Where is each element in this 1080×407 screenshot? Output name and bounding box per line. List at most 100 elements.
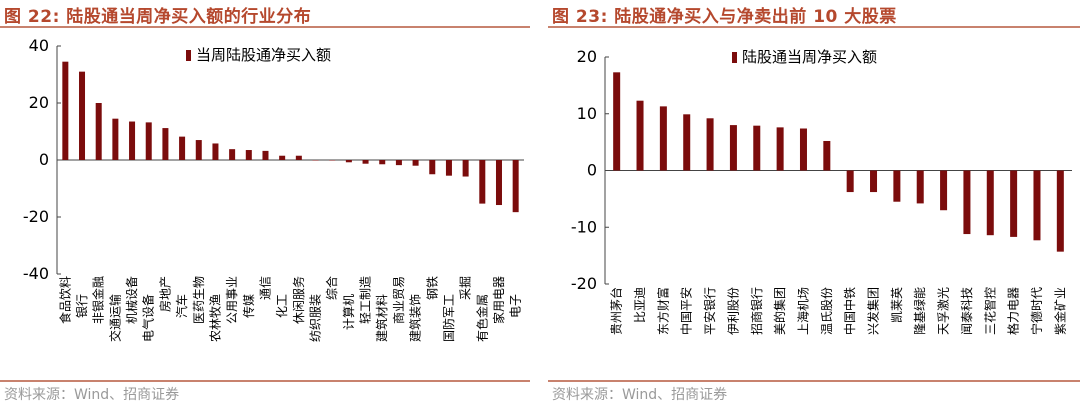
legend-label: 当周陆股通净买入额 xyxy=(196,46,331,64)
chart-panel-industry: 图 22: 陆股通当周净买入额的行业分布 40 20 0 -20 -40 食品饮料 银行 非银… xyxy=(0,0,530,407)
category-label: 钢铁 xyxy=(425,276,439,300)
category-label: 交通运输 xyxy=(107,294,122,342)
bar-公用事业 xyxy=(229,149,236,160)
bar-电气设备 xyxy=(145,122,152,160)
category-label: 通信 xyxy=(258,276,272,300)
y-tick-label: 0 xyxy=(587,161,597,180)
category-label: 房地产 xyxy=(157,276,172,312)
category-label: 中国平安 xyxy=(679,287,694,335)
bar-中国平安 xyxy=(683,114,691,171)
bar-轻工制造 xyxy=(362,160,369,164)
category-label: 汽车 xyxy=(174,294,189,318)
chart-panel-stocks: 图 23: 陆股通净买入与净卖出前 10 大股票 20 10 0 -10 -20 贵州茅台… xyxy=(548,0,1080,407)
source-rule xyxy=(548,380,1080,382)
bar-伊利股份 xyxy=(729,125,737,171)
category-label: 采掘 xyxy=(458,276,473,300)
category-label: 家用电器 xyxy=(491,276,506,324)
bar-建筑装饰 xyxy=(412,160,419,166)
bar-医药生物 xyxy=(195,140,202,160)
category-label: 建筑装饰 xyxy=(408,294,423,342)
bar-化工 xyxy=(279,155,286,160)
bar-通信 xyxy=(262,150,269,160)
legend-label: 陆股通当周净买入额 xyxy=(742,48,877,66)
y-tick-label: 20 xyxy=(29,93,49,112)
category-label: 凯莱英 xyxy=(890,287,904,323)
industry-bar-chart: 40 20 0 -20 -40 食品饮料 银行 非银金融 交通运输 机械设备 电气设备 房地产 汽车 医药… xyxy=(23,36,524,342)
title-rule xyxy=(548,26,1080,28)
bar-休闲服务 xyxy=(295,155,302,160)
y-tick-label: 40 xyxy=(29,36,49,55)
bar-比亚迪 xyxy=(636,100,644,171)
category-label: 化工 xyxy=(275,294,289,318)
bar-采掘 xyxy=(462,160,469,177)
category-label: 休闲服务 xyxy=(291,276,306,324)
category-label: 计算机 xyxy=(341,294,356,330)
category-label: 兴发集团 xyxy=(866,287,881,335)
bar-紫金矿业 xyxy=(1056,170,1064,252)
category-label: 东方财富 xyxy=(655,287,670,335)
bar-上海机场 xyxy=(799,128,807,171)
y-tick-label: 0 xyxy=(39,150,49,169)
y-tick-label: -40 xyxy=(23,264,49,283)
bar-有色金属 xyxy=(479,160,486,204)
category-label: 医药生物 xyxy=(192,276,206,324)
category-label: 银行 xyxy=(75,294,89,318)
bar-汽车 xyxy=(179,136,186,160)
bar-招商银行 xyxy=(753,125,761,171)
bar-宁德时代 xyxy=(1033,170,1041,241)
bar-商业贸易 xyxy=(395,160,402,166)
bar-隆基绿能 xyxy=(916,170,924,204)
bar-钢铁 xyxy=(429,160,436,175)
bar-银行 xyxy=(79,71,86,160)
y-tick-label: -20 xyxy=(23,207,49,226)
bar-食品饮料 xyxy=(62,61,69,160)
chart-title-stocks: 图 23: 陆股通净买入与净卖出前 10 大股票 xyxy=(552,7,897,27)
y-tick-label: -20 xyxy=(571,274,597,293)
category-label: 贵州茅台 xyxy=(609,287,624,335)
category-label: 有色金属 xyxy=(474,294,489,342)
bar-凯莱英 xyxy=(893,170,901,202)
category-label: 三花智控 xyxy=(982,287,997,335)
category-label: 国防军工 xyxy=(441,294,456,342)
category-label: 非银金融 xyxy=(91,276,106,324)
category-label: 格力电器 xyxy=(1006,287,1021,335)
category-label: 宁德时代 xyxy=(1029,287,1044,335)
legend-swatch xyxy=(186,50,191,61)
bar-兴发集团 xyxy=(870,170,878,193)
y-tick-label: 10 xyxy=(577,104,597,123)
y-tick-label: 20 xyxy=(577,47,597,66)
bar-国防军工 xyxy=(445,160,452,176)
source-note-stocks: 资料来源：Wind、招商证券 xyxy=(552,387,728,403)
category-label: 招商银行 xyxy=(749,287,764,335)
bar-闻泰科技 xyxy=(963,170,971,235)
category-label: 隆基绿能 xyxy=(912,287,927,335)
chart-title-industry: 图 22: 陆股通当周净买入额的行业分布 xyxy=(4,7,312,27)
category-label: 美的集团 xyxy=(772,287,787,335)
category-label: 纺织服装 xyxy=(309,294,323,342)
category-label: 电子 xyxy=(509,294,523,318)
bar-平安银行 xyxy=(706,118,714,171)
category-label: 建筑材料 xyxy=(374,294,389,342)
category-label: 商业贸易 xyxy=(391,276,406,324)
legend-swatch xyxy=(732,52,737,63)
category-label: 机械设备 xyxy=(124,276,139,324)
bar-计算机 xyxy=(345,160,352,163)
bar-建筑材料 xyxy=(379,160,386,165)
category-label: 中国中铁 xyxy=(842,287,857,335)
category-label: 温氏股份 xyxy=(820,287,834,335)
category-label: 闻泰科技 xyxy=(960,287,974,335)
source-note-industry: 资料来源：Wind、招商证券 xyxy=(4,387,180,403)
category-label: 比亚迪 xyxy=(633,287,647,323)
category-label: 公用事业 xyxy=(225,276,239,324)
bar-格力电器 xyxy=(1010,170,1018,237)
category-label: 轻工制造 xyxy=(359,276,373,324)
category-label: 食品饮料 xyxy=(57,276,72,324)
bar-三花智控 xyxy=(986,170,994,236)
title-rule xyxy=(0,26,530,28)
category-label: 传媒 xyxy=(241,294,256,318)
y-tick-label: -10 xyxy=(571,217,597,236)
category-label: 伊利股份 xyxy=(726,287,740,335)
bar-温氏股份 xyxy=(823,140,831,171)
bar-农林牧渔 xyxy=(212,143,219,160)
bar-家用电器 xyxy=(495,160,502,206)
